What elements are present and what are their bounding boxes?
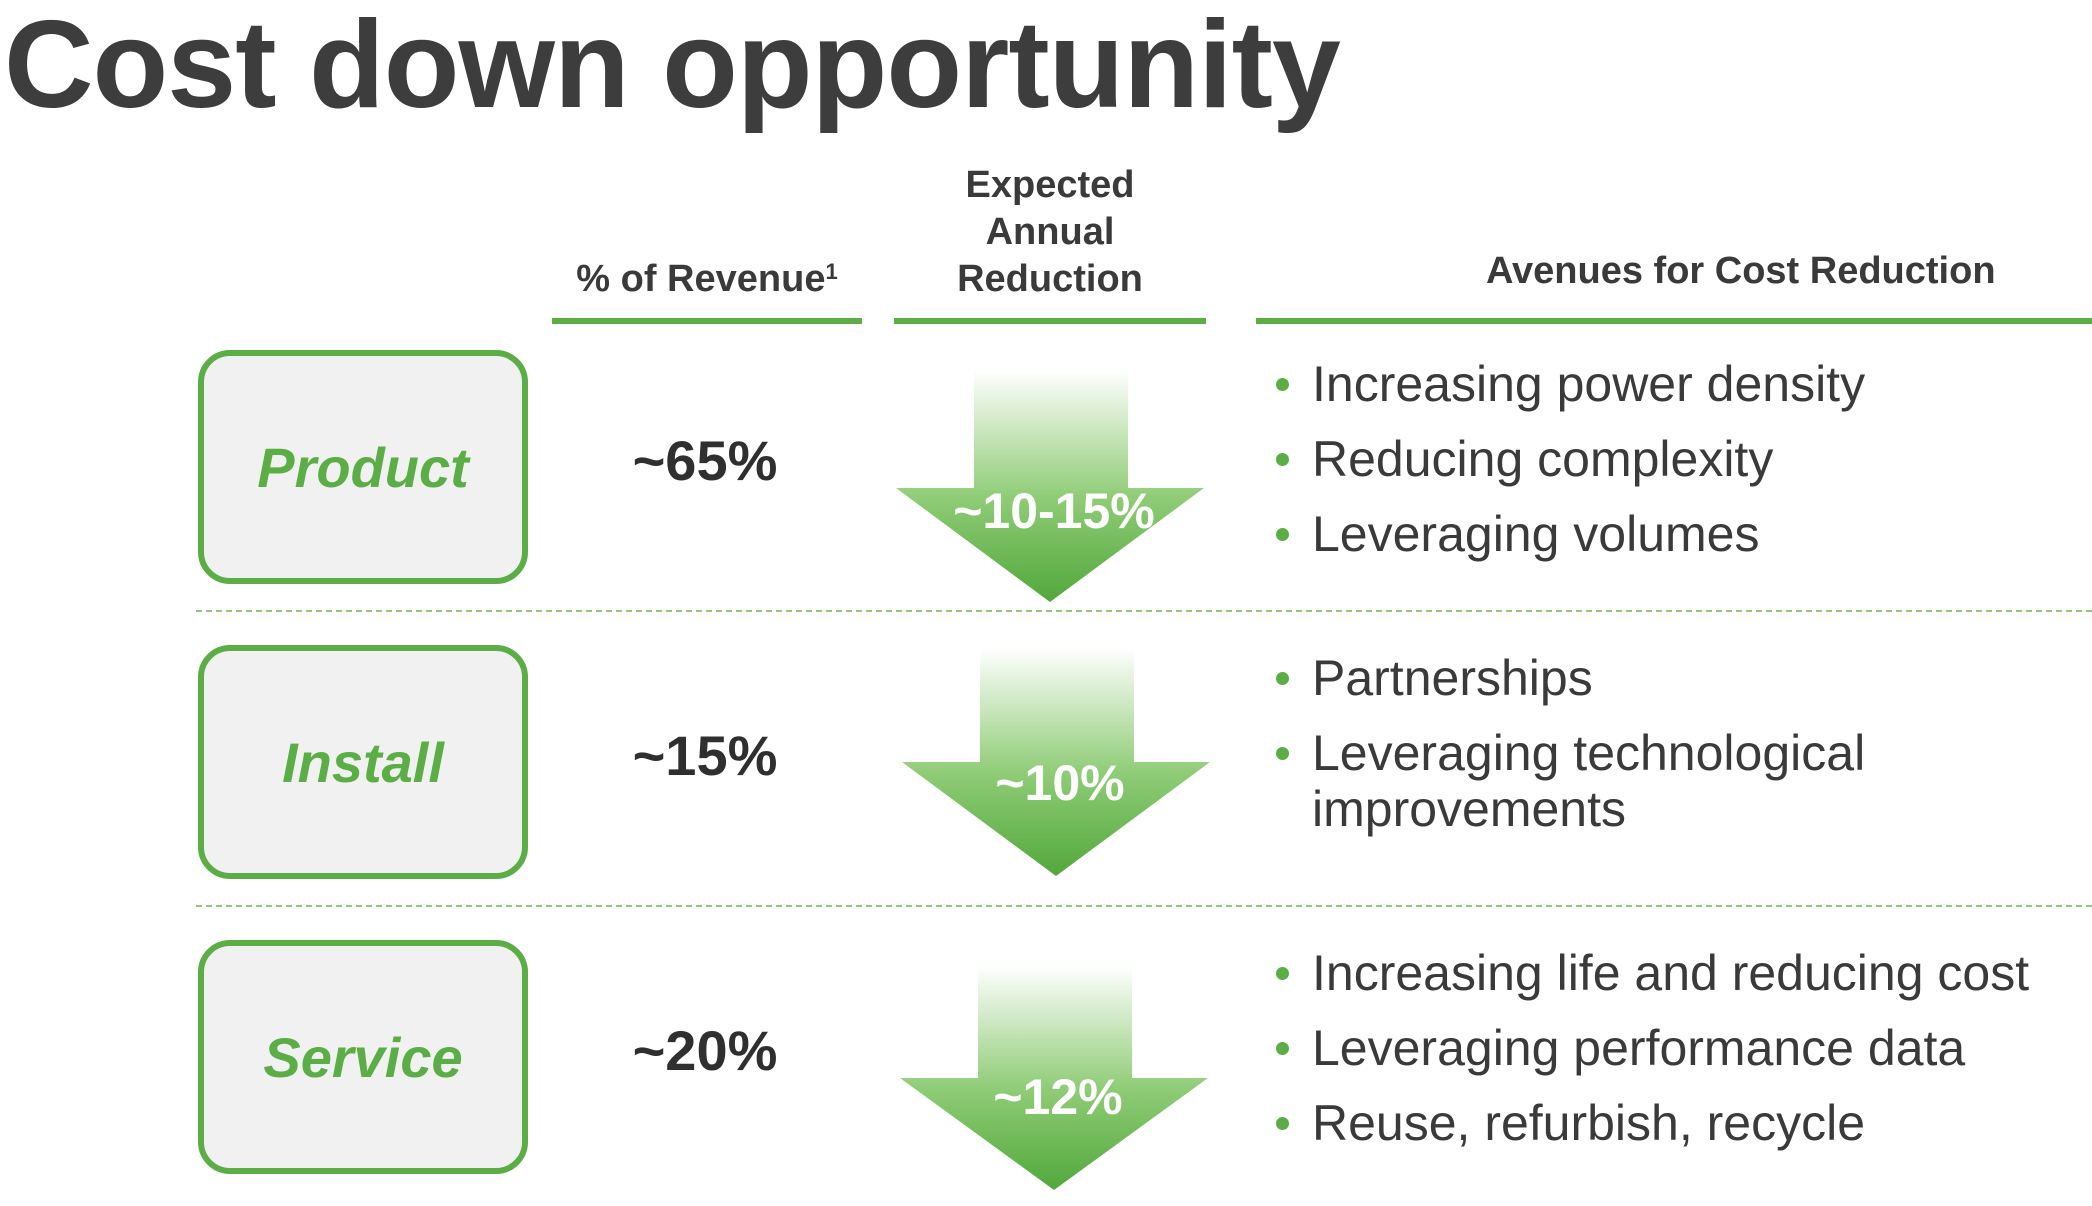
avenues-list-install: Partnerships Leveraging technological im… xyxy=(1272,650,1932,856)
bullet-icon xyxy=(1276,378,1289,391)
header-expected-reduction: Expected Annual Reduction xyxy=(894,162,1206,303)
reduction-arrow-product: ~10-15% xyxy=(894,370,1214,610)
avenue-text: Leveraging technological improvements xyxy=(1312,725,1866,837)
list-item: Leveraging technological improvements xyxy=(1272,725,1932,837)
bullet-icon xyxy=(1276,967,1289,980)
category-label: Product xyxy=(257,435,469,499)
avenue-text: Reuse, refurbish, recycle xyxy=(1312,1095,1866,1151)
list-item: Reducing complexity xyxy=(1272,431,1865,487)
header-reduction-line3: Reduction xyxy=(957,258,1143,300)
list-item: Increasing power density xyxy=(1272,356,1865,412)
category-box-service: Service xyxy=(198,940,528,1174)
reduction-arrow-service: ~12% xyxy=(898,966,1218,1206)
reduction-arrow-install: ~10% xyxy=(900,648,1220,888)
avenue-text: Reducing complexity xyxy=(1312,431,1774,487)
category-box-install: Install xyxy=(198,645,528,879)
avenue-text: Leveraging volumes xyxy=(1312,506,1760,562)
down-arrow-icon xyxy=(900,966,1208,1190)
list-item: Leveraging volumes xyxy=(1272,506,1865,562)
list-item: Partnerships xyxy=(1272,650,1932,706)
list-item: Reuse, refurbish, recycle xyxy=(1272,1095,2029,1151)
reduction-value-install: ~10% xyxy=(995,755,1125,811)
reduction-value-service: ~12% xyxy=(993,1069,1123,1125)
header-avenues: Avenues for Cost Reduction xyxy=(1486,250,1996,292)
row-divider xyxy=(196,905,2092,907)
avenue-text: Increasing power density xyxy=(1312,356,1866,412)
avenue-text: Partnerships xyxy=(1312,650,1593,706)
avenue-text: Leveraging performance data xyxy=(1312,1020,1966,1076)
header-revenue-label: % of Revenue xyxy=(576,258,826,300)
header-rule-revenue xyxy=(552,318,862,324)
header-reduction-line1: Expected xyxy=(965,164,1135,206)
revenue-share-product: ~65% xyxy=(632,429,778,492)
header-reduction-line2: Annual xyxy=(985,211,1115,253)
revenue-share-service: ~20% xyxy=(632,1019,778,1082)
bullet-icon xyxy=(1276,1117,1289,1130)
avenue-text: Increasing life and reducing cost xyxy=(1312,945,2030,1001)
header-revenue: % of Revenue1 xyxy=(552,248,862,303)
list-item: Leveraging performance data xyxy=(1272,1020,2029,1076)
footnote-marker: 1 xyxy=(825,259,838,284)
bullet-icon xyxy=(1276,528,1289,541)
bullet-icon xyxy=(1276,672,1289,685)
category-box-product: Product xyxy=(198,350,528,584)
avenues-list-product: Increasing power density Reducing comple… xyxy=(1272,356,1865,581)
bullet-icon xyxy=(1276,1042,1289,1055)
category-label: Install xyxy=(282,730,444,794)
bullet-icon xyxy=(1276,747,1289,760)
row-divider xyxy=(196,610,2092,612)
reduction-value-product: ~10-15% xyxy=(953,483,1155,539)
revenue-share-install: ~15% xyxy=(632,724,778,787)
avenues-list-service: Increasing life and reducing cost Levera… xyxy=(1272,945,2029,1170)
down-arrow-icon xyxy=(902,648,1210,876)
category-label: Service xyxy=(263,1025,463,1089)
down-arrow-icon xyxy=(896,370,1204,602)
page-title: Cost down opportunity xyxy=(4,0,1341,134)
header-rule-avenues xyxy=(1256,318,2092,324)
list-item: Increasing life and reducing cost xyxy=(1272,945,2029,1001)
bullet-icon xyxy=(1276,453,1289,466)
header-rule-reduction xyxy=(894,318,1206,324)
